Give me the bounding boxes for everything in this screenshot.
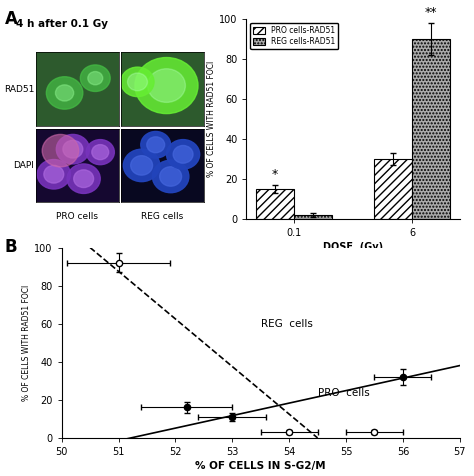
Text: **: ** xyxy=(425,6,438,19)
Circle shape xyxy=(147,137,164,153)
Text: PRO cells: PRO cells xyxy=(56,212,98,221)
Circle shape xyxy=(63,140,83,158)
X-axis label: % OF CELLS IN S-G2/M: % OF CELLS IN S-G2/M xyxy=(195,461,326,471)
Text: REG  cells: REG cells xyxy=(261,319,312,329)
Bar xyxy=(412,39,450,219)
Circle shape xyxy=(88,71,103,85)
Circle shape xyxy=(131,156,153,175)
Text: PRO  cells: PRO cells xyxy=(318,388,369,398)
Bar xyxy=(374,159,412,219)
Legend: PRO cells-RAD51, REG cells-RAD51: PRO cells-RAD51, REG cells-RAD51 xyxy=(250,23,338,49)
Circle shape xyxy=(55,85,73,101)
Circle shape xyxy=(160,167,182,186)
Y-axis label: % OF CELLS WITH RAD51 FOCI: % OF CELLS WITH RAD51 FOCI xyxy=(207,61,216,177)
Bar xyxy=(256,189,294,219)
Text: *: * xyxy=(272,168,278,181)
Text: 4 h after 0.1 Gy: 4 h after 0.1 Gy xyxy=(16,19,108,29)
Circle shape xyxy=(56,134,90,164)
Text: RAD51: RAD51 xyxy=(4,85,34,94)
Text: DAPI: DAPI xyxy=(13,161,34,170)
Circle shape xyxy=(80,65,110,91)
Circle shape xyxy=(135,58,198,114)
Text: B: B xyxy=(5,238,18,256)
Circle shape xyxy=(147,69,185,102)
Circle shape xyxy=(166,139,200,169)
Circle shape xyxy=(44,165,64,183)
Circle shape xyxy=(46,77,83,109)
X-axis label: DOSE  (Gy): DOSE (Gy) xyxy=(323,242,383,252)
Text: REG cells: REG cells xyxy=(141,212,183,221)
Circle shape xyxy=(152,160,189,193)
Circle shape xyxy=(67,164,100,193)
Bar xyxy=(294,215,332,219)
Circle shape xyxy=(128,73,147,91)
Circle shape xyxy=(123,149,160,182)
Circle shape xyxy=(121,67,154,97)
Circle shape xyxy=(173,146,193,163)
Text: A: A xyxy=(5,10,18,28)
Circle shape xyxy=(86,139,114,165)
Circle shape xyxy=(42,134,79,167)
Circle shape xyxy=(73,170,94,188)
Circle shape xyxy=(37,159,70,189)
Circle shape xyxy=(92,145,109,159)
Y-axis label: % OF CELLS WITH RAD51 FOCI: % OF CELLS WITH RAD51 FOCI xyxy=(22,285,31,401)
Circle shape xyxy=(141,131,171,158)
